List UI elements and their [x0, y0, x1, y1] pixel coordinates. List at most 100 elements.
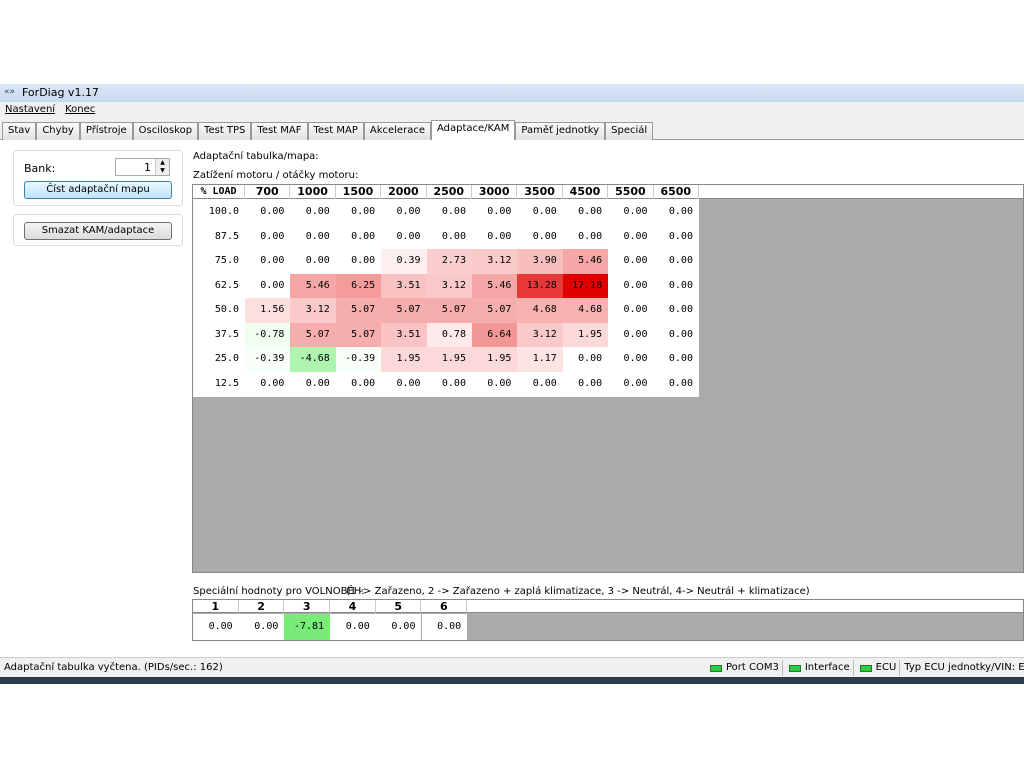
grid-cell: 17.18	[562, 273, 609, 298]
grid-cell: 0.00	[653, 322, 699, 347]
grid-cell: 0.00	[653, 224, 699, 249]
idle-cell: 0.00	[193, 614, 239, 640]
column-header: 6500	[654, 185, 699, 199]
tab[interactable]: Test MAF	[251, 122, 308, 140]
menu-item[interactable]: Nastavení	[5, 104, 56, 115]
grid-cell: 5.46	[472, 273, 518, 298]
grid-cell: 6.25	[335, 273, 382, 298]
grid-cell: 0.00	[472, 371, 518, 396]
grid-cell: -0.78	[245, 322, 291, 347]
tab[interactable]: Test TPS	[198, 122, 252, 140]
column-header: 5500	[608, 185, 654, 199]
menu-item[interactable]: Konec	[65, 104, 96, 115]
grid-cell: 4.68	[562, 298, 609, 323]
grid-cell: 0.00	[562, 347, 609, 372]
grid-cell: 0.00	[517, 371, 563, 396]
row-label: 12.5	[214, 377, 239, 389]
separator	[852, 660, 854, 676]
grid-cell: 0.00	[517, 200, 563, 225]
grid-cell: 13.28	[517, 273, 563, 298]
grid-cell: 1.95	[381, 347, 427, 372]
bank-spinner[interactable]: 1 ▲ ▼	[115, 158, 170, 176]
grid-cell: 0.00	[562, 224, 609, 249]
bank-group: Bank: 1 ▲ ▼ Číst adaptační mapu	[13, 150, 183, 206]
row-label: 62.5	[214, 279, 239, 291]
grid-cell: 0.00	[608, 273, 654, 298]
tab[interactable]: Přístroje	[79, 122, 133, 140]
idle-column-header: 6	[422, 600, 468, 613]
grid-cell: 0.00	[653, 200, 699, 225]
menu-bar: Nastavení Konec	[0, 102, 1024, 118]
grid-cell: 0.00	[426, 224, 472, 249]
grid-cell: 5.07	[335, 298, 382, 323]
tab[interactable]: Akcelerace	[363, 122, 431, 140]
row-label: 100.0	[208, 206, 239, 217]
column-header: 3000	[472, 185, 518, 199]
grid-cell: 0.00	[608, 298, 654, 323]
grid-cell: 0.00	[245, 200, 291, 225]
idle-grid: 1 2 3 4 5 6 0.00 0.00 -7.81 0.00 0.00 0.00	[192, 599, 1024, 641]
idle-column-header: 4	[330, 600, 376, 613]
grid-cell: 0.00	[245, 273, 291, 298]
grid-cell: 5.07	[381, 298, 427, 323]
clear-kam-button[interactable]: Smazat KAM/adaptace	[24, 222, 172, 240]
grid-cell: 0.00	[245, 249, 291, 274]
bank-label: Bank:	[24, 162, 56, 175]
grid-cell: 0.00	[608, 224, 654, 249]
status-message: Adaptační tabulka vyčtena. (PIDs/sec.: 1…	[4, 662, 223, 673]
grid-cell: 0.00	[290, 224, 336, 249]
grid-cell: 3.12	[517, 322, 563, 347]
grid-cell: 1.56	[245, 298, 291, 323]
tab[interactable]: Paměť jednotky	[515, 122, 606, 140]
idle-cell: 0.00	[238, 614, 285, 640]
grid-cell: 1.95	[426, 347, 472, 372]
grid-cell: 5.46	[290, 273, 336, 298]
grid-cell: 0.00	[290, 371, 336, 396]
tab[interactable]: Chyby	[36, 122, 80, 140]
grid-cell: 0.00	[653, 298, 699, 323]
idle-header	[193, 600, 1023, 613]
grid-cell: 0.00	[653, 347, 699, 372]
tab[interactable]: Osciloskop	[132, 122, 199, 140]
grid-cell: 0.00	[381, 200, 427, 225]
indicators: Port COM3 Interface ECU Typ ECU jednotky/VI…	[706, 658, 1024, 678]
idle-legend: (1 -> Zařazeno, 2 -> Zařazeno + zaplá kl…	[346, 586, 810, 597]
grid-cell: 0.00	[608, 200, 654, 225]
grid-cell: 0.00	[290, 249, 336, 274]
app-icon: «»	[4, 87, 16, 97]
column-header: 3500	[517, 185, 563, 199]
title-bar: «» ForDiag v1.17	[0, 84, 1024, 102]
grid-cell: 0.00	[653, 273, 699, 298]
idle-column-header: 5	[376, 600, 422, 613]
column-header: 4500	[563, 185, 609, 199]
grid-cell: -0.39	[245, 347, 291, 372]
grid-cell: 3.12	[472, 249, 518, 274]
grid-cell: 1.95	[562, 322, 609, 347]
grid-cell: 0.00	[608, 371, 654, 396]
grid-cell: 1.17	[517, 347, 563, 372]
read-map-button[interactable]: Číst adaptační mapu	[24, 181, 172, 199]
grid-cell: 2.73	[426, 249, 472, 274]
grid-cell: 0.00	[335, 371, 382, 396]
grid-cell: -0.39	[335, 347, 382, 372]
column-header: 2500	[427, 185, 472, 199]
idle-label: Speciální hodnoty pro VOLNOBĚH:	[193, 586, 365, 597]
grid-cell: 5.07	[335, 322, 382, 347]
indicator-led	[859, 665, 872, 672]
separator	[781, 660, 783, 676]
tab[interactable]: Stav	[2, 122, 37, 140]
tab[interactable]: Adaptace/KAM	[430, 120, 516, 140]
row-label: 50.0	[214, 304, 239, 315]
status-bar: Adaptační tabulka vyčtena. (PIDs/sec.: 1…	[0, 657, 1024, 677]
grid-cell: 0.00	[335, 200, 382, 225]
idle-cell: 0.00	[330, 614, 376, 640]
idle-column-header: 1	[193, 600, 239, 613]
spin-buttons[interactable]: ▲ ▼	[155, 159, 169, 175]
grid-cell: 5.46	[562, 249, 609, 274]
idle-column-header: 2	[239, 600, 285, 613]
grid-cell: 0.00	[608, 322, 654, 347]
tab[interactable]: Test MAP	[307, 122, 364, 140]
indicator-label: Interface	[804, 662, 850, 673]
tab[interactable]: Speciál	[605, 122, 654, 140]
idle-cell: 0.00	[421, 614, 468, 640]
